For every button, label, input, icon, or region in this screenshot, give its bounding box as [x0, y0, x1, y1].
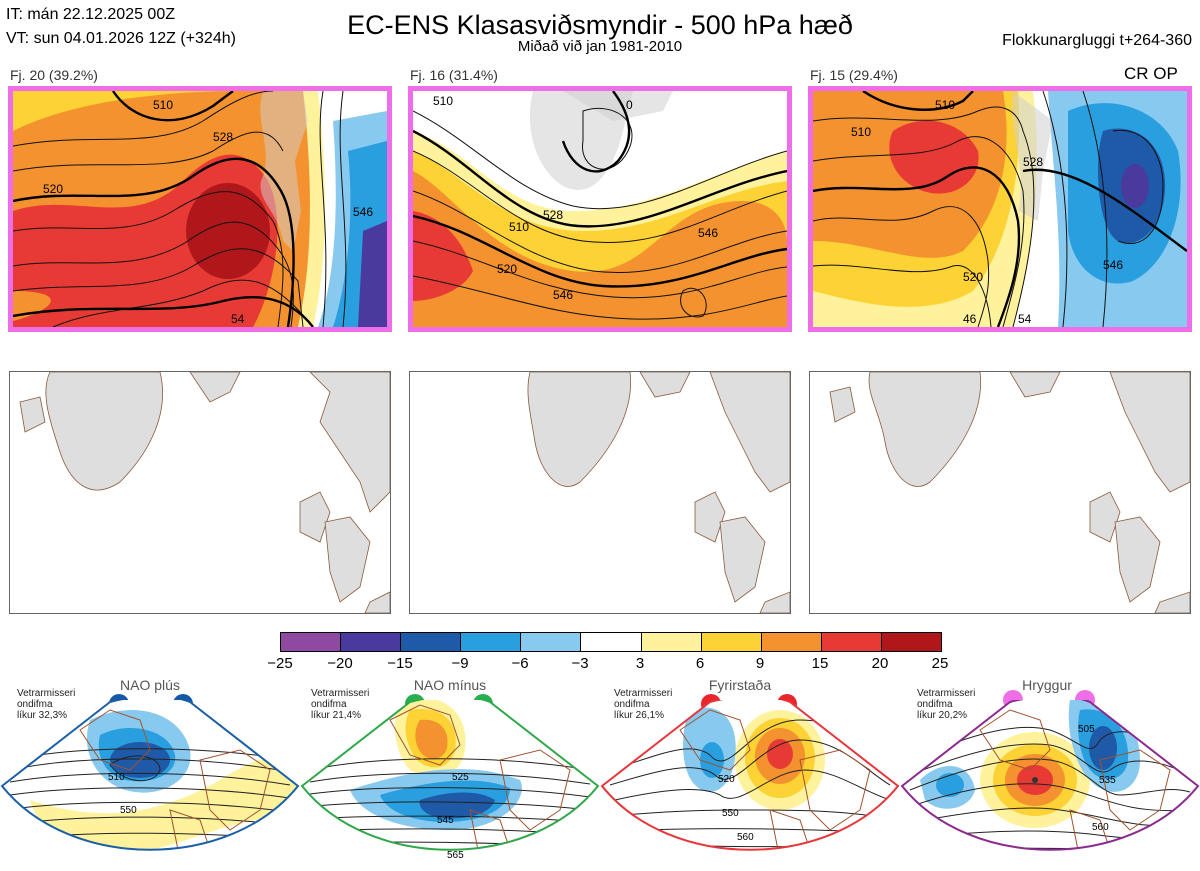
colorbar-swatch [401, 633, 462, 651]
contour-label: 46 [963, 312, 977, 326]
regime-2-title: NAO mínus [413, 677, 487, 693]
contour-label: 546 [553, 288, 573, 302]
regime-1-map: 510 550 [0, 700, 300, 851]
contour-label: 528 [213, 130, 233, 144]
cluster-3-map-svg: 510 520 528 546 510 46 54 [813, 91, 1187, 327]
colorbar-tick: 15 [811, 655, 829, 672]
contour-label: 546 [1103, 258, 1123, 272]
colorbar-swatch [581, 633, 642, 651]
empty-map-2-svg [527, 372, 790, 613]
colorbar-tick: −6 [511, 655, 529, 672]
regime-2-map: 525 545 565 [300, 700, 600, 861]
page-subtitle: Miðað við jan 1981-2010 [517, 38, 683, 55]
colorbar-swatch [281, 633, 342, 651]
colorbar-tick: −25 [267, 655, 293, 672]
contour-label: 520 [718, 774, 735, 785]
regime-1-probability: Vetrarmisseri ondifma líkur 32,3% [17, 688, 76, 721]
contour-label: 560 [1092, 822, 1109, 833]
contour-label: 546 [698, 226, 718, 240]
contour-label: 545 [437, 815, 454, 826]
cluster-3-map: 510 520 528 546 510 46 54 [808, 86, 1192, 332]
valid-time: VT: sun 04.01.2026 12Z (+324h) [6, 30, 236, 47]
init-time: IT: mán 22.12.2025 00Z [6, 6, 175, 23]
regime-3-map: 520 550 560 [600, 700, 900, 851]
empty-map-1 [9, 371, 391, 614]
contour-label: 510 [509, 220, 529, 234]
colorbar-swatch [641, 633, 702, 651]
contour-label: 528 [543, 208, 563, 222]
contour-label: 510 [433, 94, 453, 108]
regime-4-title: Hryggur [1022, 677, 1072, 693]
colorbar-tick: −15 [387, 655, 413, 672]
cluster-2-map: 510 520 528 546 546 510 0 [408, 86, 792, 332]
cluster-1-map: 510 520 528 546 54 [8, 86, 392, 332]
colorbar-tick: 6 [695, 655, 705, 672]
colorbar-tick: 9 [755, 655, 765, 672]
contour-label: 54 [1018, 312, 1032, 326]
contour-label: 510 [851, 125, 871, 139]
empty-map-3-svg [829, 372, 1190, 613]
regime-4-probability: Vetrarmisseri ondifma líkur 20,2% [917, 688, 976, 721]
cluster-2-label: Fj. 16 (31.4%) [410, 67, 498, 83]
colorbar-tick: 20 [871, 655, 889, 672]
contour-label: 505 [1078, 724, 1095, 735]
colorbar-swatch [761, 633, 822, 651]
contour-label: 510 [108, 772, 125, 783]
contour-label: 550 [120, 805, 137, 816]
contour-label: 525 [452, 772, 469, 783]
colorbar [280, 632, 942, 652]
colorbar-tick: −3 [571, 655, 589, 672]
colorbar-tick: −9 [451, 655, 469, 672]
contour-label: 510 [935, 98, 955, 112]
cluster-3-label: Fj. 15 (29.4%) [810, 67, 898, 83]
contour-label: 520 [497, 262, 517, 276]
empty-map-1-svg [19, 372, 390, 613]
empty-map-2 [409, 371, 791, 614]
classification-window: Flokkunargluggi t+264-360 [1002, 32, 1192, 49]
contour-label: 520 [963, 270, 983, 284]
page-title: EC-ENS Klasasviðsmyndir - 500 hPa hæð [347, 10, 853, 40]
contour-label: 565 [447, 850, 464, 861]
colorbar-swatch [881, 633, 942, 651]
regime-4-map: 505 535 560 [900, 700, 1200, 851]
colorbar-tick: 3 [635, 655, 645, 672]
crop-label: CR OP [1124, 64, 1178, 83]
contour-label: 510 [153, 98, 173, 112]
colorbar-tick: 25 [931, 655, 949, 672]
colorbar-swatch [521, 633, 582, 651]
colorbar-swatch [701, 633, 762, 651]
colorbar-tick: −20 [327, 655, 353, 672]
cluster-1-label: Fj. 20 (39.2%) [10, 67, 98, 83]
regime-1-title: NAO plús [120, 677, 180, 693]
regime-3-probability: Vetrarmisseri ondifma líkur 26,1% [614, 688, 673, 721]
contour-label: 535 [1099, 775, 1116, 786]
cluster-2-map-svg: 510 520 528 546 546 510 0 [413, 91, 787, 327]
contour-label: 0 [626, 98, 633, 112]
regime-3-title: Fyrirstaða [708, 677, 772, 693]
contour-label: 560 [737, 832, 754, 843]
contour-label: 546 [353, 205, 373, 219]
cluster-1-map-svg: 510 520 528 546 54 [13, 91, 387, 327]
colorbar-swatch [461, 633, 522, 651]
empty-map-3 [809, 371, 1191, 614]
colorbar-swatch [341, 633, 402, 651]
contour-label: 550 [722, 808, 739, 819]
contour-label: 54 [231, 312, 245, 326]
contour-label: 520 [43, 182, 63, 196]
contour-label: 528 [1023, 155, 1043, 169]
regime-2-probability: Vetrarmisseri ondifma líkur 21,4% [311, 688, 370, 721]
colorbar-swatch [821, 633, 882, 651]
